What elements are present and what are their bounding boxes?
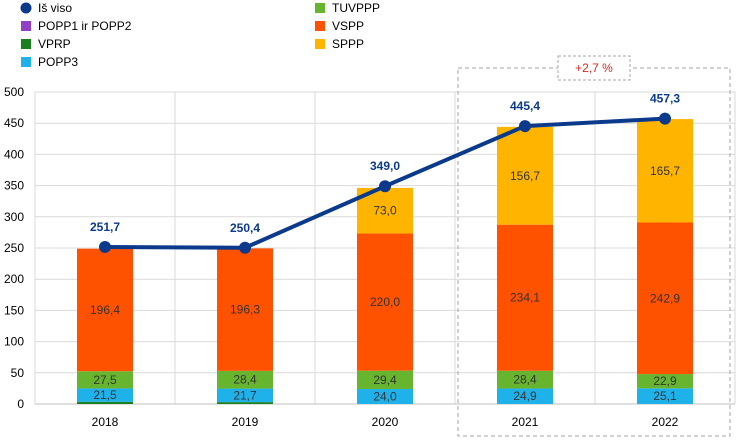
stacked-bars <box>77 119 693 404</box>
value-label-popp3-2019: 21,7 <box>233 388 257 402</box>
bar-tuvppp-2020 <box>357 370 413 390</box>
value-label-popp3-2021: 24,9 <box>513 389 537 403</box>
bar-popp3-2021 <box>497 388 553 404</box>
segment-labels: 21,527,5196,421,728,4196,324,029,4220,07… <box>90 164 680 404</box>
y-tick-250: 250 <box>4 241 24 255</box>
value-label-tuvppp-2020: 29,4 <box>373 373 397 387</box>
total-label-2022: 457,3 <box>650 92 680 106</box>
legend-marker-i-viso <box>20 2 32 14</box>
bar-vspp-2022 <box>637 222 693 375</box>
x-tick-2022: 2022 <box>652 415 679 429</box>
bar-vspp-2019 <box>217 248 273 371</box>
bar-sppp-2022 <box>637 119 693 223</box>
annotation-text: +2,7 % <box>575 61 613 75</box>
y-tick-350: 350 <box>4 179 24 193</box>
value-label-tuvppp-2021: 28,4 <box>513 373 537 387</box>
value-label-vspp-2022: 242,9 <box>650 291 680 305</box>
value-label-tuvppp-2019: 28,4 <box>233 373 257 387</box>
x-axis: 2018 2019 2020 2021 2022 <box>92 415 679 429</box>
value-label-tuvppp-2018: 27,5 <box>93 373 117 387</box>
total-label-2019: 250,4 <box>230 221 260 235</box>
total-label-2018: 251,7 <box>90 220 120 234</box>
value-label-vspp-2021: 234,1 <box>510 291 540 305</box>
legend-marker-popp1-ir-popp2 <box>21 21 31 31</box>
annotation-label-box <box>557 55 631 81</box>
value-label-vspp-2018: 196,4 <box>90 303 120 317</box>
value-label-sppp-2022: 165,7 <box>650 164 680 178</box>
total-point-2019 <box>239 241 251 254</box>
x-tick-2018: 2018 <box>92 415 119 429</box>
y-tick-0: 0 <box>17 397 24 411</box>
total-label-2021: 445,4 <box>510 99 540 113</box>
bar-tuvppp-2019 <box>217 370 273 389</box>
x-tick-2021: 2021 <box>512 415 539 429</box>
value-label-sppp-2020: 73,0 <box>373 204 397 218</box>
y-tick-200: 200 <box>4 272 24 286</box>
x-tick-2020: 2020 <box>372 415 399 429</box>
growth-annotation: +2,7 % <box>457 55 731 437</box>
bar-tuvppp-2021 <box>497 370 553 389</box>
total-point-2022 <box>659 112 671 125</box>
value-label-popp3-2018: 21,5 <box>93 388 117 402</box>
total-point-2018 <box>99 240 111 253</box>
bar-popp3-2019 <box>217 388 273 403</box>
total-line: 251,7 250,4 349,0 445,4 457,3 <box>90 92 680 254</box>
bar-popp3-2020 <box>357 389 413 404</box>
value-label-popp3-2022: 25,1 <box>653 389 677 403</box>
legend-label-tuvppp: TUVPPP <box>332 1 380 15</box>
legend-marker-sppp <box>315 39 325 49</box>
bar-popp3-2018 <box>77 388 133 402</box>
legend-marker-vspp <box>315 21 325 31</box>
legend-label-popp1-ir-popp2: POPP1 ir POPP2 <box>38 19 132 33</box>
legend-marker-vprp <box>21 39 31 49</box>
bar-vspp-2018 <box>77 248 133 372</box>
legend-label-i-viso: Iš viso <box>38 1 72 15</box>
y-tick-500: 500 <box>4 85 24 99</box>
y-tick-450: 450 <box>4 116 24 130</box>
bar-sppp-2021 <box>497 126 553 225</box>
legend-label-popp3: POPP3 <box>38 55 78 69</box>
y-tick-150: 150 <box>4 303 24 317</box>
legend-marker-popp3 <box>21 57 31 67</box>
legend-label-vspp: VSPP <box>332 19 364 33</box>
bar-popp3-2022 <box>637 388 693 404</box>
total-label-2020: 349,0 <box>370 159 400 173</box>
bar-vprp-2018 <box>77 401 133 404</box>
y-tick-300: 300 <box>4 210 24 224</box>
y-tick-100: 100 <box>4 335 24 349</box>
total-point-2020 <box>379 180 391 193</box>
bar-vspp-2021 <box>497 224 553 371</box>
bar-vprp-2019 <box>217 402 273 404</box>
total-point-2021 <box>519 120 531 133</box>
bar-tuvppp-2018 <box>77 371 133 389</box>
value-label-vspp-2020: 220,0 <box>370 295 400 309</box>
y-tick-50: 50 <box>11 366 25 380</box>
value-label-tuvppp-2022: 22,9 <box>653 374 677 388</box>
y-tick-400: 400 <box>4 147 24 161</box>
bar-vspp-2020 <box>357 233 413 371</box>
legend: Iš viso POPP1 ir POPP2 VPRP POPP3 TUVPPP VSPP… <box>20 1 380 69</box>
legend-label-vprp: VPRP <box>38 37 71 51</box>
value-label-sppp-2021: 156,7 <box>510 169 540 183</box>
x-tick-2019: 2019 <box>232 415 259 429</box>
legend-marker-tuvppp <box>315 3 325 13</box>
value-label-vspp-2019: 196,3 <box>230 303 260 317</box>
bar-tuvppp-2022 <box>637 374 693 389</box>
value-label-popp3-2020: 24,0 <box>373 390 397 404</box>
y-axis: 0 50 100 150 200 250 300 350 400 450 500 <box>4 85 24 411</box>
legend-label-sppp: SPPP <box>332 37 364 51</box>
